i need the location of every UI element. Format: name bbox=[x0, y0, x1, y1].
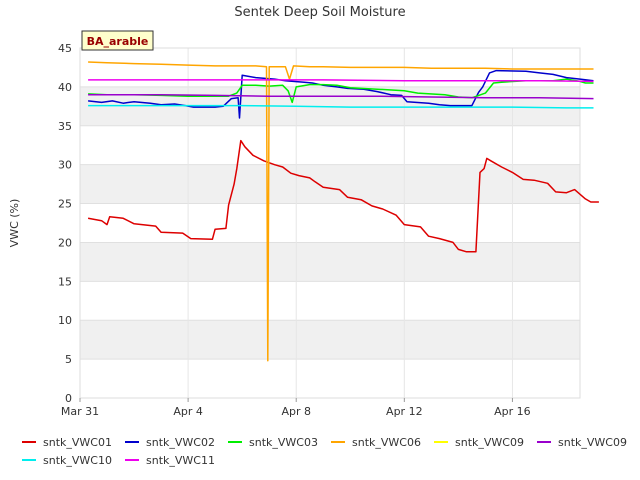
x-tick-label: Mar 31 bbox=[61, 405, 99, 418]
y-axis-label: VWC (%) bbox=[8, 199, 21, 248]
y-tick-label: 45 bbox=[58, 42, 72, 55]
plot-border bbox=[79, 47, 581, 399]
y-tick-label: 0 bbox=[65, 392, 72, 405]
series-line-sntk-vwc09-5 bbox=[88, 93, 594, 100]
y-axis-ticks: 0 5 10 15 20 25 30 35 40 45 bbox=[58, 42, 72, 405]
site-label-box: BA_arable bbox=[81, 30, 154, 51]
x-tick-label: Apr 12 bbox=[386, 405, 423, 418]
x-tick-label: Apr 4 bbox=[173, 405, 203, 418]
legend-label: sntk_VWC09 bbox=[455, 436, 524, 449]
y-tick-label: 25 bbox=[58, 198, 72, 211]
series-line-sntk-vwc06-3 bbox=[88, 61, 594, 362]
grid-band bbox=[80, 320, 580, 360]
y-tick-label: 35 bbox=[58, 120, 72, 133]
series-line-sntk-vwc11-7 bbox=[88, 79, 594, 83]
legend-label: sntk_VWC03 bbox=[249, 436, 318, 449]
y-tick-label: 5 bbox=[65, 353, 72, 366]
legend: sntk_VWC01 sntk_VWC02 sntk_VWC03 sntk_VWC06… bbox=[22, 436, 627, 467]
x-axis-ticks: Mar 31 Apr 4 Apr 8 Apr 12 Apr 16 bbox=[61, 398, 531, 418]
series-lines bbox=[87, 61, 599, 362]
legend-label: sntk_VWC09 bbox=[558, 436, 627, 449]
x-tick-label: Apr 16 bbox=[494, 405, 531, 418]
y-tick-label: 40 bbox=[58, 81, 72, 94]
legend-label: sntk_VWC11 bbox=[146, 454, 215, 467]
chart-title: Sentek Deep Soil Moisture bbox=[234, 5, 405, 20]
y-tick-label: 30 bbox=[58, 159, 72, 172]
y-tick-label: 15 bbox=[58, 275, 72, 288]
legend-label: sntk_VWC06 bbox=[352, 436, 421, 449]
y-tick-label: 20 bbox=[58, 236, 72, 249]
grid-band bbox=[80, 242, 580, 282]
legend-label: sntk_VWC02 bbox=[146, 436, 215, 449]
legend-label: sntk_VWC10 bbox=[43, 454, 112, 467]
site-label-text: BA_arable bbox=[87, 35, 149, 48]
grid-band bbox=[80, 164, 580, 204]
x-tick-label: Apr 8 bbox=[281, 405, 311, 418]
series-line-sntk-vwc01-0 bbox=[87, 139, 599, 253]
site-label-background bbox=[81, 30, 154, 51]
series-line-sntk-vwc10-6 bbox=[88, 104, 594, 109]
legend-label: sntk_VWC01 bbox=[43, 436, 112, 449]
y-tick-label: 10 bbox=[58, 314, 72, 327]
